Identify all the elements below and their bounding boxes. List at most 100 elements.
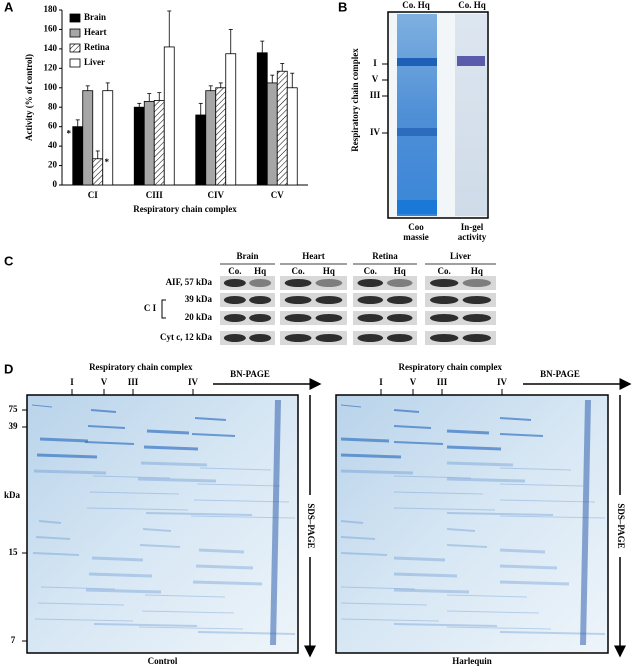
legend-label: Retina bbox=[84, 42, 110, 52]
blot-band bbox=[429, 279, 459, 287]
bar bbox=[225, 53, 237, 186]
legend-swatch bbox=[69, 58, 81, 68]
bar bbox=[92, 158, 104, 186]
panel-letter: D bbox=[4, 361, 13, 376]
blot-band bbox=[223, 296, 246, 304]
blot-band bbox=[249, 279, 272, 287]
blot-band bbox=[315, 314, 343, 322]
gel-spot bbox=[446, 594, 528, 598]
y-tick-label: 20 bbox=[48, 160, 58, 170]
sds-label: SDS–PAGE bbox=[306, 503, 316, 548]
caption: activity bbox=[458, 232, 487, 242]
gel-spot bbox=[340, 453, 402, 459]
gel-spot bbox=[499, 467, 572, 471]
tissue-header: Heart bbox=[302, 251, 325, 261]
gel-spot bbox=[33, 469, 107, 475]
lane-header: Co. bbox=[228, 266, 241, 276]
y-tick-label: 0 bbox=[53, 179, 58, 189]
panel-letter: C bbox=[4, 253, 14, 268]
gel-spot bbox=[499, 548, 546, 554]
blot-band bbox=[462, 296, 492, 304]
y-tick-label: 40 bbox=[48, 140, 58, 150]
bar bbox=[133, 106, 145, 186]
gel-spot bbox=[446, 429, 490, 435]
gel-spot bbox=[199, 467, 272, 471]
marker-label: IV bbox=[188, 377, 199, 387]
y-tick-label: 80 bbox=[48, 101, 58, 111]
gel-spot bbox=[145, 512, 253, 516]
gel-spot bbox=[340, 536, 376, 540]
tissue-header: Liver bbox=[450, 251, 471, 261]
y-tick-label: 140 bbox=[44, 43, 58, 53]
sds-bg bbox=[303, 495, 317, 557]
kda-tick-label: 75 bbox=[9, 404, 19, 414]
blot-band bbox=[223, 314, 246, 322]
gel-spot bbox=[38, 520, 62, 524]
blot-band bbox=[462, 334, 492, 342]
blot-band bbox=[429, 296, 459, 304]
gel-spot bbox=[84, 441, 135, 445]
y-axis-label: Respiratory chain complex bbox=[350, 48, 360, 152]
header: Respiratory chain complex bbox=[89, 362, 193, 372]
sds-bg bbox=[613, 495, 627, 557]
lane-header: Co. bbox=[438, 266, 451, 276]
gel-spot bbox=[32, 552, 80, 556]
header: Respiratory chain complex bbox=[398, 362, 502, 372]
caption: Coo bbox=[408, 222, 424, 232]
blot-band bbox=[284, 279, 312, 287]
gel-spot bbox=[393, 491, 484, 495]
bar bbox=[266, 82, 278, 186]
legend-label: Liver bbox=[84, 57, 105, 67]
gel-spot bbox=[37, 602, 125, 606]
bn-label: BN-PAGE bbox=[540, 369, 580, 379]
gel-spot bbox=[340, 618, 440, 622]
tissue-header: Brain bbox=[236, 251, 258, 261]
caption: In-gel bbox=[461, 222, 484, 232]
gel-spot bbox=[340, 469, 414, 475]
gel-spot bbox=[393, 556, 446, 562]
bar bbox=[153, 100, 165, 186]
legend-label: Brain bbox=[84, 12, 106, 22]
gel-spot bbox=[446, 626, 552, 630]
blot-band bbox=[357, 314, 384, 322]
gel-spot bbox=[143, 445, 199, 451]
x-axis-label: Respiratory chain complex bbox=[133, 204, 237, 214]
gel-spot bbox=[137, 477, 217, 483]
gel-spot bbox=[393, 507, 496, 511]
gel-spot bbox=[197, 631, 296, 635]
gel-spot bbox=[192, 580, 263, 586]
gel-spot bbox=[446, 544, 488, 548]
gel-spot bbox=[446, 461, 514, 467]
bar bbox=[215, 87, 227, 186]
x-tick-label: CIV bbox=[207, 190, 224, 200]
kda-label: kDa bbox=[4, 490, 21, 500]
gel-spot bbox=[191, 433, 236, 437]
blot-band bbox=[386, 314, 413, 322]
gel-spot bbox=[87, 425, 126, 429]
row-label: AIF, 57 kDa bbox=[166, 277, 213, 287]
marker-label: IV bbox=[497, 377, 508, 387]
gel-spot bbox=[89, 491, 180, 495]
gel-spot bbox=[340, 437, 390, 443]
gel-spot bbox=[393, 623, 498, 627]
gel-spot bbox=[499, 564, 558, 570]
marker-label: V bbox=[101, 377, 108, 387]
y-tick-label: 180 bbox=[44, 4, 58, 14]
blot-band bbox=[284, 296, 312, 304]
lane-header: Co. Hq bbox=[402, 0, 430, 10]
blot-band bbox=[462, 279, 492, 287]
bar bbox=[256, 52, 268, 186]
annotation: * bbox=[67, 129, 72, 139]
band bbox=[397, 58, 437, 66]
gel-spot bbox=[340, 520, 364, 524]
gel-spot bbox=[138, 626, 244, 630]
gel-spot bbox=[36, 453, 98, 459]
blot-band bbox=[386, 334, 413, 342]
gel-spot bbox=[31, 404, 53, 408]
gel-spot bbox=[446, 477, 526, 483]
marker-label: III bbox=[437, 377, 448, 387]
kda-tick-label: 39 bbox=[9, 421, 19, 431]
caption: Harlequin bbox=[452, 656, 492, 666]
gel-spot bbox=[499, 417, 532, 421]
